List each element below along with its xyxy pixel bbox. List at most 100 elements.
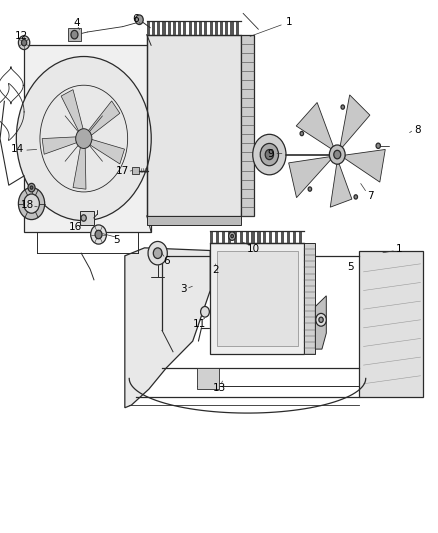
Circle shape bbox=[16, 56, 151, 221]
Circle shape bbox=[201, 306, 209, 317]
Text: 3: 3 bbox=[180, 285, 187, 294]
Bar bbox=[157, 21, 160, 35]
Bar bbox=[230, 21, 233, 35]
Circle shape bbox=[329, 145, 345, 164]
Polygon shape bbox=[359, 251, 423, 397]
Text: 5: 5 bbox=[113, 235, 120, 245]
Polygon shape bbox=[61, 90, 83, 131]
Circle shape bbox=[354, 195, 357, 199]
Bar bbox=[147, 216, 241, 225]
Bar bbox=[246, 231, 249, 243]
Text: 7: 7 bbox=[367, 191, 374, 201]
Circle shape bbox=[18, 36, 30, 50]
Bar bbox=[216, 231, 219, 243]
Bar bbox=[217, 251, 298, 346]
Polygon shape bbox=[315, 296, 326, 349]
Bar bbox=[222, 231, 225, 243]
Circle shape bbox=[28, 183, 35, 192]
Circle shape bbox=[153, 248, 162, 259]
Bar bbox=[251, 231, 254, 243]
Bar bbox=[152, 21, 155, 35]
Text: 5: 5 bbox=[347, 262, 354, 271]
Circle shape bbox=[253, 134, 286, 175]
Bar bbox=[210, 243, 304, 354]
Polygon shape bbox=[90, 140, 124, 164]
Bar bbox=[225, 21, 228, 35]
Circle shape bbox=[341, 105, 345, 109]
Bar bbox=[194, 21, 197, 35]
Bar bbox=[189, 21, 192, 35]
Text: 6: 6 bbox=[163, 256, 170, 266]
Bar bbox=[275, 231, 278, 243]
Circle shape bbox=[71, 30, 78, 39]
Bar bbox=[209, 21, 213, 35]
Bar bbox=[197, 368, 219, 389]
Circle shape bbox=[135, 15, 143, 25]
Bar bbox=[184, 21, 187, 35]
Circle shape bbox=[30, 186, 33, 189]
Circle shape bbox=[260, 143, 279, 166]
Circle shape bbox=[231, 235, 233, 238]
Text: 13: 13 bbox=[212, 383, 226, 393]
Bar bbox=[228, 231, 231, 243]
Bar bbox=[304, 243, 315, 354]
Bar bbox=[147, 35, 241, 216]
Bar bbox=[293, 231, 296, 243]
Bar bbox=[147, 21, 150, 35]
Text: 11: 11 bbox=[193, 319, 206, 328]
Text: 4: 4 bbox=[73, 18, 80, 28]
Bar bbox=[220, 21, 223, 35]
Text: 1: 1 bbox=[396, 245, 403, 254]
Polygon shape bbox=[88, 101, 120, 135]
Circle shape bbox=[319, 317, 323, 322]
Bar bbox=[241, 35, 254, 216]
Text: 18: 18 bbox=[21, 200, 34, 209]
Bar bbox=[80, 211, 94, 225]
Circle shape bbox=[18, 188, 45, 220]
Circle shape bbox=[148, 241, 167, 265]
Text: 14: 14 bbox=[11, 144, 24, 154]
Text: 6: 6 bbox=[132, 14, 139, 23]
Bar bbox=[236, 21, 239, 35]
Bar bbox=[168, 21, 171, 35]
Circle shape bbox=[308, 187, 311, 191]
Bar bbox=[204, 21, 208, 35]
Polygon shape bbox=[296, 102, 333, 149]
Bar bbox=[178, 21, 181, 35]
Polygon shape bbox=[345, 149, 385, 182]
Bar bbox=[68, 28, 81, 41]
Text: 2: 2 bbox=[212, 265, 219, 275]
Bar bbox=[263, 231, 266, 243]
Circle shape bbox=[334, 150, 341, 159]
Circle shape bbox=[24, 194, 39, 213]
Circle shape bbox=[229, 232, 236, 240]
Circle shape bbox=[95, 230, 102, 239]
Circle shape bbox=[376, 143, 381, 149]
Circle shape bbox=[21, 39, 27, 46]
Circle shape bbox=[91, 225, 106, 244]
Bar bbox=[240, 231, 243, 243]
Text: 10: 10 bbox=[247, 244, 260, 254]
Text: 1: 1 bbox=[286, 18, 293, 27]
Text: 16: 16 bbox=[69, 222, 82, 231]
Text: 9: 9 bbox=[267, 149, 274, 158]
Bar bbox=[173, 21, 176, 35]
Polygon shape bbox=[289, 157, 331, 198]
Bar bbox=[199, 21, 202, 35]
Bar bbox=[269, 231, 272, 243]
Bar bbox=[299, 231, 302, 243]
Bar bbox=[234, 231, 237, 243]
Bar bbox=[287, 231, 290, 243]
Circle shape bbox=[316, 313, 326, 326]
Bar bbox=[215, 21, 218, 35]
Polygon shape bbox=[73, 148, 86, 189]
Circle shape bbox=[76, 129, 92, 148]
Polygon shape bbox=[340, 95, 370, 147]
Bar bbox=[162, 21, 166, 35]
Circle shape bbox=[300, 132, 304, 136]
Text: 12: 12 bbox=[14, 31, 28, 41]
Bar bbox=[132, 167, 139, 174]
Polygon shape bbox=[125, 248, 210, 408]
Bar bbox=[257, 231, 261, 243]
Bar bbox=[24, 45, 151, 232]
